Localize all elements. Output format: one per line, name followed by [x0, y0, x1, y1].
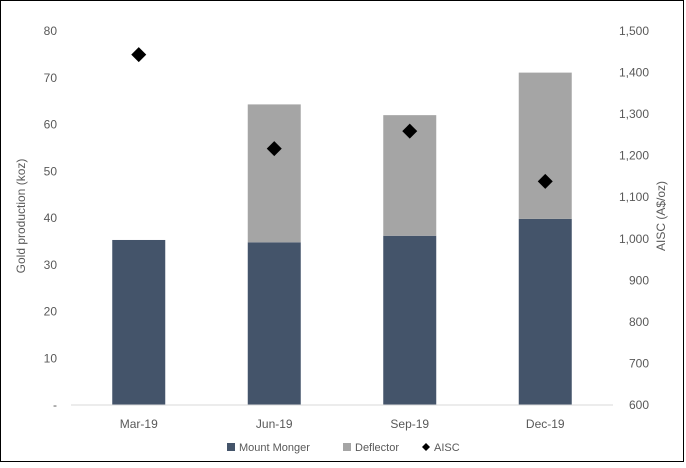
- marker-aisc: [266, 141, 282, 157]
- legend-label-mount-monger: Mount Monger: [239, 442, 310, 454]
- bars-group: [112, 72, 572, 405]
- legend-swatch-aisc: [422, 443, 430, 451]
- right-axis-ticks: 600 700 800 900 1,000 1,100 1,200 1,300 1,400 1,5…: [619, 24, 649, 412]
- y-tick-left-label: 10: [44, 351, 58, 365]
- y-tick-right-label: 1,400: [619, 66, 649, 80]
- bar-deflector: [518, 72, 572, 219]
- x-tick-label: Dec-19: [526, 417, 565, 431]
- y-tick-right-label: 800: [629, 315, 649, 329]
- legend-swatch-deflector: [343, 443, 351, 451]
- bar-mount-monger: [247, 242, 301, 405]
- aisc-markers-group: [131, 47, 553, 189]
- marker-aisc: [131, 47, 147, 63]
- y-tick-left-label: -: [53, 398, 57, 412]
- x-tick-label: Jun-19: [256, 417, 293, 431]
- bar-deflector: [247, 104, 301, 243]
- y-tick-right-label: 700: [629, 356, 649, 370]
- y-tick-right-label: 1,000: [619, 232, 649, 246]
- x-tick-label: Mar-19: [120, 417, 158, 431]
- y-tick-right-label: 1,500: [619, 24, 649, 38]
- y-tick-left-label: 60: [44, 118, 58, 132]
- y-axis-title-left: Gold production (koz): [14, 159, 28, 274]
- legend-label-aisc: AISC: [434, 442, 460, 454]
- y-tick-right-label: 1,100: [619, 190, 649, 204]
- y-tick-left-label: 20: [44, 305, 58, 319]
- y-tick-left-label: 70: [44, 71, 58, 85]
- y-tick-left-label: 80: [44, 24, 58, 38]
- y-tick-right-label: 900: [629, 273, 649, 287]
- legend: Mount Monger Deflector AISC: [227, 442, 460, 454]
- marker-aisc: [402, 123, 418, 139]
- left-axis-ticks: - 10 20 30 40 50 60 70 80: [44, 24, 58, 412]
- y-axis-title-right: AISC (A$/oz): [654, 181, 668, 251]
- bar-mount-monger: [383, 235, 437, 405]
- y-tick-right-label: 1,300: [619, 107, 649, 121]
- bar-mount-monger: [518, 218, 572, 405]
- x-tick-label: Sep-19: [390, 417, 429, 431]
- y-tick-left-label: 50: [44, 164, 58, 178]
- x-axis-tick-labels: Mar-19 Jun-19 Sep-19 Dec-19: [120, 417, 565, 431]
- y-tick-left-label: 40: [44, 211, 58, 225]
- legend-label-deflector: Deflector: [355, 442, 399, 454]
- legend-swatch-mount-monger: [227, 443, 235, 451]
- bar-mount-monger: [112, 239, 166, 405]
- marker-aisc: [537, 173, 553, 189]
- y-tick-left-label: 30: [44, 258, 58, 272]
- y-tick-right-label: 1,200: [619, 149, 649, 163]
- y-tick-right-label: 600: [629, 398, 649, 412]
